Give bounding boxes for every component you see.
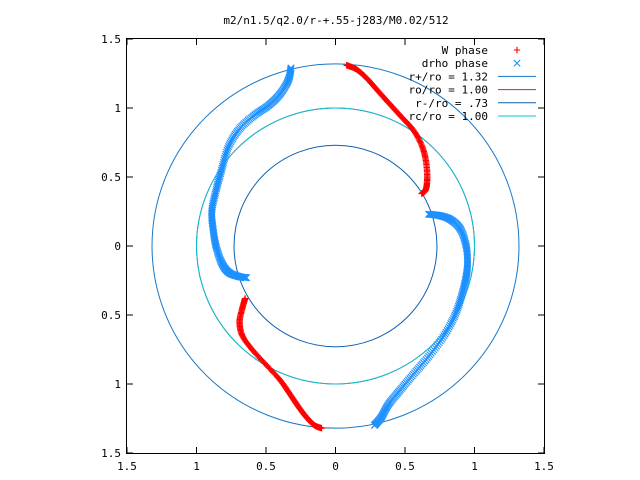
y-tick-label: 0.5 xyxy=(101,309,121,322)
data-point xyxy=(222,148,230,156)
data-point xyxy=(211,239,219,247)
data-point xyxy=(448,318,456,326)
reference-circle xyxy=(151,63,520,429)
x-tick-label: 1.5 xyxy=(534,460,554,473)
data-point xyxy=(418,190,425,197)
y-tick-label: 1 xyxy=(114,102,121,115)
reference-circle xyxy=(196,107,475,385)
y-axis: 1.5 1 0.5 0 0.5 1 1.5 xyxy=(101,33,544,460)
data-point xyxy=(221,154,229,162)
data-point xyxy=(462,275,470,283)
data-series xyxy=(208,62,472,432)
series-plus xyxy=(236,62,431,432)
data-point xyxy=(447,320,455,328)
data-point xyxy=(461,239,470,247)
x-axis: 1.5 1 0.5 0 0.5 1 1.5 xyxy=(117,39,554,473)
y-tick-label: 0.5 xyxy=(101,171,121,184)
plot-frame xyxy=(126,38,545,454)
reference-circle xyxy=(233,144,438,348)
reference-circles xyxy=(151,63,520,429)
data-point xyxy=(513,46,521,54)
x-tick-label: 0.5 xyxy=(256,460,276,473)
x-tick-label: 1 xyxy=(193,460,200,473)
data-point xyxy=(318,424,325,432)
data-point xyxy=(224,144,232,152)
legend-label: drho phase xyxy=(422,57,488,70)
x-tick-label: 0.5 xyxy=(395,460,415,473)
legend-label: ro/ro = 1.00 xyxy=(409,84,488,97)
y-tick-label: 1 xyxy=(114,378,121,391)
legend-label: rc/ro = 1.00 xyxy=(409,110,488,123)
data-point xyxy=(449,314,458,323)
reference-circle xyxy=(196,107,475,385)
data-point xyxy=(370,421,379,429)
data-point xyxy=(462,274,470,282)
data-point xyxy=(450,313,458,321)
data-point xyxy=(513,59,521,67)
legend-label: r-/ro = .73 xyxy=(415,97,488,110)
chart-title: m2/n1.5/q2.0/r-+.55-j283/M0.02/512 xyxy=(223,14,448,27)
data-point xyxy=(449,316,457,324)
data-point xyxy=(221,152,229,160)
y-tick-label: 1.5 xyxy=(101,447,121,460)
data-point xyxy=(212,241,220,249)
data-point xyxy=(222,150,230,158)
y-tick-label: 1.5 xyxy=(101,33,121,46)
legend-label: W phase xyxy=(442,44,488,57)
data-point xyxy=(223,146,231,154)
data-point xyxy=(446,321,454,329)
data-point xyxy=(242,274,251,282)
series-cross xyxy=(208,64,472,429)
x-tick-label: 1.5 xyxy=(117,460,137,473)
x-tick-label: 0 xyxy=(332,460,339,473)
data-point xyxy=(220,156,228,164)
x-tick-label: 1 xyxy=(471,460,478,473)
legend-label: r+/ro = 1.32 xyxy=(409,70,488,83)
y-tick-label: 0 xyxy=(114,240,121,253)
